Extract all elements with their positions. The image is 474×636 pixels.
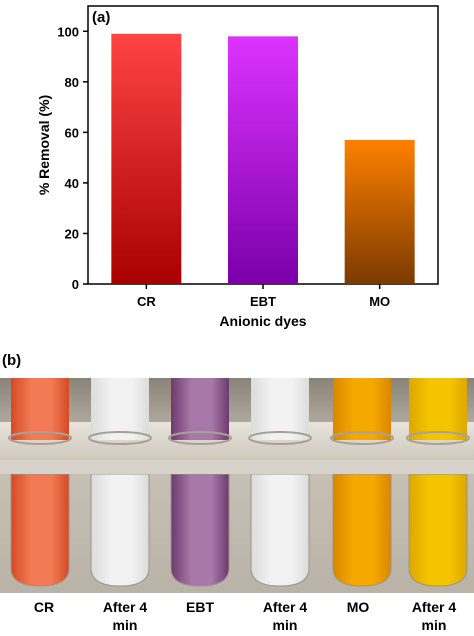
rack-hole [248,431,312,445]
tube-caption-line2: min [421,617,447,633]
tube-lower [10,473,70,587]
tube-upper [171,378,229,440]
tube-caption: MO [318,598,398,616]
y-tick-label: 40 [65,176,79,191]
tube-caption: CR [4,598,84,616]
rack-hole [330,431,394,445]
y-tick-label: 100 [57,24,79,39]
tube-upper [251,378,309,440]
bar-mo [344,139,415,284]
tube-lower [332,473,392,587]
tube-caption-line1: After 4 [411,599,457,615]
y-axis-title: % Removal (%) [36,95,52,195]
tube-lower [250,473,310,587]
tube-upper [333,378,391,440]
tube-caption: After 4 min [245,598,325,634]
photo-background [0,378,474,593]
panel-b-label: (b) [2,352,22,369]
tube-upper [11,378,69,440]
tube-caption-line1: MO [346,599,370,615]
rack-hole [406,431,470,445]
test-tube-photo [0,378,474,593]
tube-caption: After 4 min [394,598,474,634]
tube-upper [91,378,149,440]
panel-a-label: (a) [92,9,110,26]
y-tick-label: 60 [65,125,79,140]
tube-caption-line2: min [272,617,298,633]
tube-caption-line1: After 4 [102,599,148,615]
tube-lower [170,473,230,587]
tube-lower [408,473,468,587]
rack-front-bar [0,460,474,474]
tube-caption: EBT [160,598,240,616]
tube-caption-line1: After 4 [262,599,308,615]
tube-caption-line2: min [112,617,138,633]
rack-top-shelf [0,422,474,460]
x-axis-title: Anionic dyes [219,313,306,329]
tube-caption-line1: EBT [186,599,214,615]
y-tick-label: 20 [65,226,79,241]
x-tick-label: MO [369,294,390,309]
bar-chart: (a) 0 20 40 60 80 100 CR EBT MO Anionic dyes % … [36,5,439,329]
tube-caption: After 4 min [85,598,165,634]
y-tick-label: 80 [65,75,79,90]
x-tick-label: EBT [250,294,276,309]
tube-caption-line1: CR [33,599,55,615]
y-tick-label: 0 [72,277,79,292]
x-tick-label: CR [137,294,156,309]
bar-ebt [228,36,298,285]
rack-hole [88,431,152,445]
rack-hole [168,431,232,445]
rack-hole [8,431,72,445]
tube-upper [409,378,467,440]
tube-lower [90,473,150,587]
bar-cr [111,33,182,284]
